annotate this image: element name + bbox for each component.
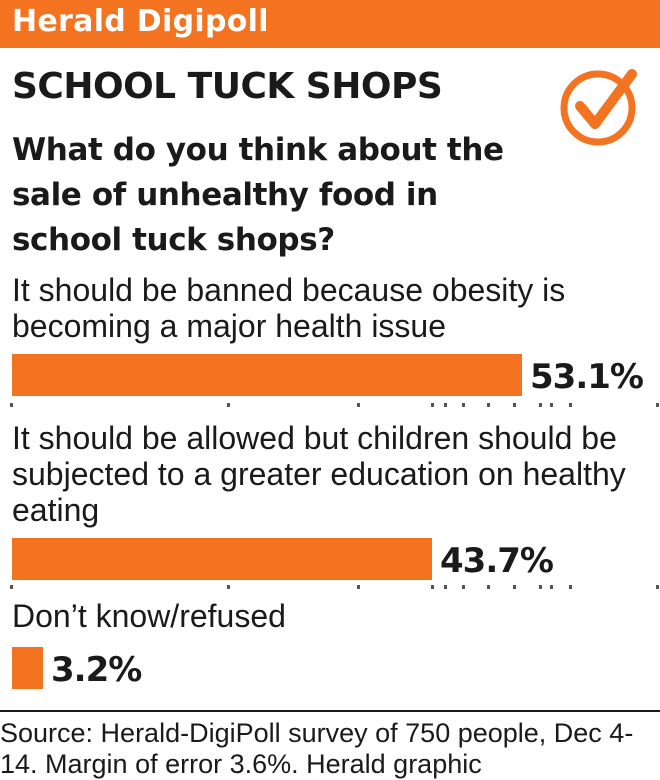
bar-banned [12,354,522,396]
checkmark-circle-icon [560,69,637,146]
divider-dot [656,585,659,589]
divider-dot [513,403,516,407]
divider-dot [487,403,490,407]
answer-label-dont-know: Don’t know/refused [12,598,286,634]
answer-label-banned: It should be banned because obesity is b… [12,272,566,344]
answer-label-allowed: It should be allowed but children should… [12,420,626,528]
dotted-divider [0,403,660,409]
source-note: Source: Herald-DigiPoll survey of 750 pe… [0,718,634,779]
divider-dot [462,585,465,589]
divider-dot [357,403,360,407]
divider-dot [444,403,447,407]
value-label-banned: 53.1% [530,357,644,397]
divider-dot [550,585,553,589]
divider-dot [569,585,572,589]
divider-dot [569,403,572,407]
poll-question: What do you think about the sale of unhe… [12,132,504,258]
divider-dot [357,585,360,589]
header-bar: Herald Digipoll [0,0,660,48]
divider-dot [513,585,516,589]
bar-allowed [12,538,432,580]
divider-dot [462,403,465,407]
divider-dot [227,585,230,589]
value-label-allowed: 43.7% [440,541,554,581]
divider-dot [550,403,553,407]
divider-dot [656,403,659,407]
divider-dot [227,403,230,407]
divider-dot [10,403,13,407]
poll-title: SCHOOL TUCK SHOPS [12,66,443,107]
brand-name: Herald Digipoll [12,4,269,39]
divider-dot [539,403,542,407]
dotted-divider [0,585,660,591]
footer-rule [0,710,660,712]
value-label-dont-know: 3.2% [51,650,142,690]
divider-dot [431,403,434,407]
bar-dont-know [12,647,43,689]
divider-dot [431,585,434,589]
divider-dot [10,585,13,589]
divider-dot [487,585,490,589]
divider-dot [539,585,542,589]
divider-dot [444,585,447,589]
